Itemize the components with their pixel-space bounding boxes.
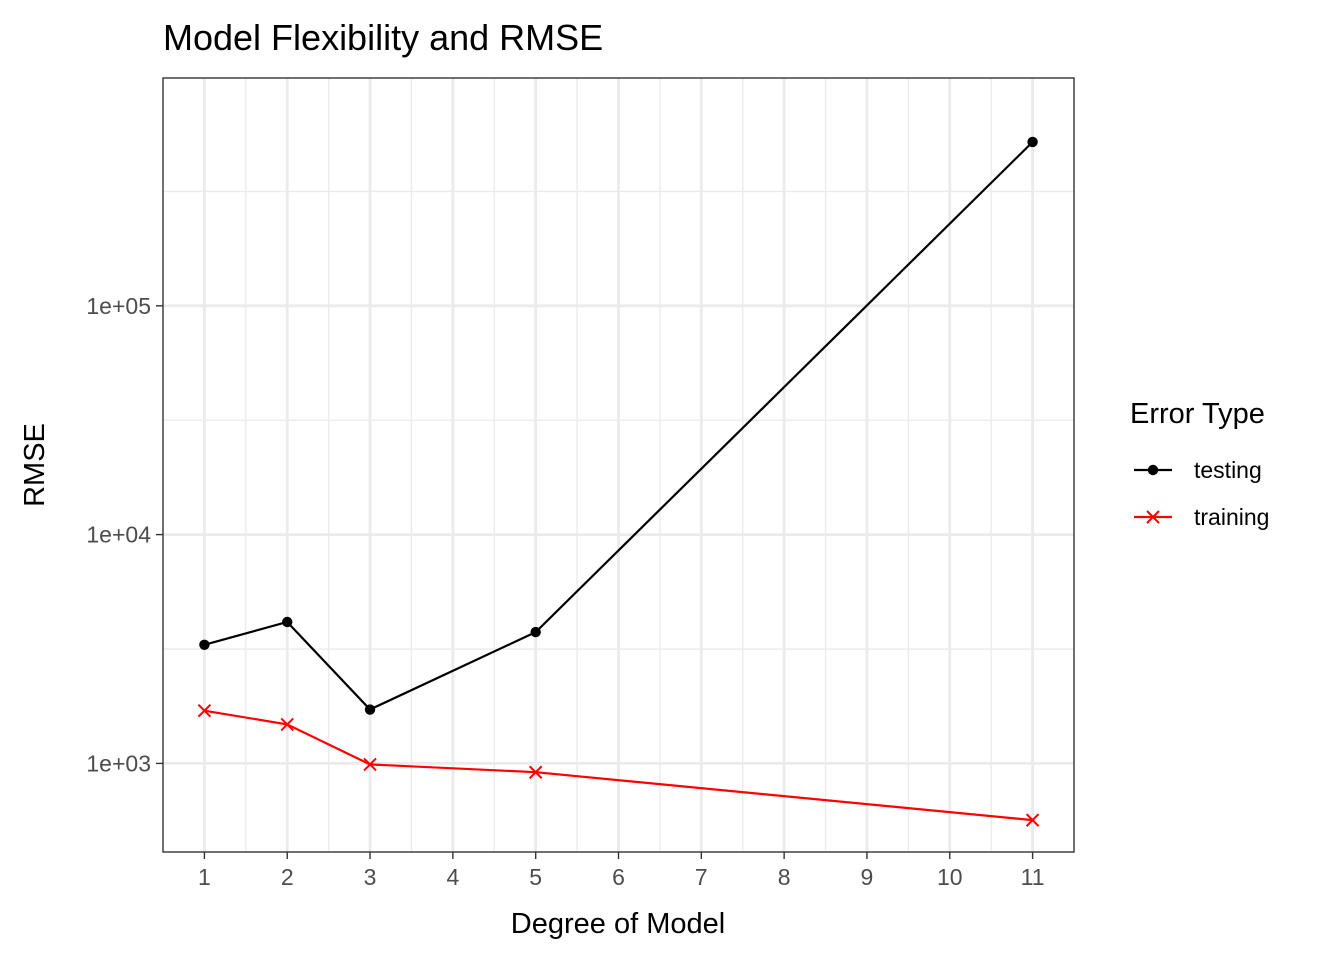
x-marker-stroke (1146, 510, 1160, 524)
axes: 1 2 3 4 5 6 7 8 9 10 11 1e+03 1e+04 1e+05 (86, 293, 1044, 890)
data-point-testing (282, 616, 293, 628)
y-tick-label: 1e+03 (86, 750, 151, 776)
y-axis-title: RMSE (19, 423, 51, 507)
data-point-testing (199, 639, 210, 650)
legend-title: Error Type (1130, 398, 1265, 430)
legend-key-marker-testing (1147, 464, 1159, 476)
y-tick-label: 1e+04 (86, 522, 151, 548)
x-tick-label: 10 (937, 864, 963, 890)
data-point-testing (364, 704, 376, 715)
data-point-training (197, 703, 212, 718)
x-marker-stroke (1025, 813, 1040, 827)
x-tick-label: 8 (778, 864, 791, 890)
x-tick-label: 5 (529, 864, 542, 890)
x-tick-label: 4 (446, 864, 459, 890)
grid (163, 78, 1074, 852)
data-point-training (363, 757, 377, 772)
x-axis-title: Degree of Model (511, 908, 725, 940)
x-tick-label: 7 (695, 864, 708, 890)
x-marker-stroke (197, 703, 212, 718)
plot-series (197, 136, 1040, 827)
data-point-training (280, 717, 294, 732)
x-marker-stroke (280, 717, 294, 732)
legend: Error Type testing training (1130, 398, 1269, 530)
legend-label-testing: testing (1194, 457, 1262, 483)
y-tick-label: 1e+05 (86, 293, 151, 319)
x-tick-label: 1 (198, 864, 211, 890)
data-point-training (1025, 813, 1040, 827)
x-marker-stroke (528, 765, 543, 779)
x-tick-label: 2 (281, 864, 294, 890)
legend-label-training: training (1194, 504, 1269, 530)
x-tick-label: 3 (364, 864, 377, 890)
x-tick-label: 6 (612, 864, 625, 890)
x-marker-stroke (363, 757, 377, 772)
data-point-testing (1027, 136, 1038, 148)
chart-title: Model Flexibility and RMSE (163, 17, 603, 58)
x-tick-label: 9 (861, 864, 874, 890)
x-tick-label: 11 (1021, 864, 1045, 890)
data-point-training (528, 765, 543, 779)
data-point-testing (530, 626, 541, 638)
legend-key-marker-training (1146, 510, 1160, 524)
